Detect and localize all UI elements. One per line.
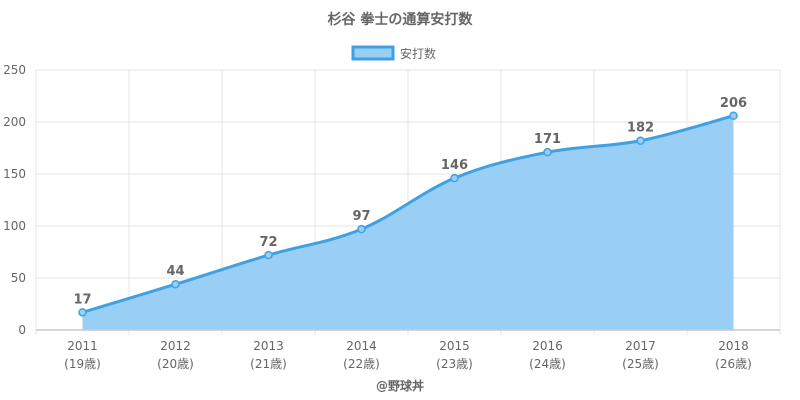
y-tick-label: 0 <box>18 323 26 337</box>
legend-label: 安打数 <box>400 46 436 61</box>
data-point <box>636 136 645 145</box>
y-tick-label: 200 <box>3 115 26 129</box>
y-axis-ticks: 0 50 100 150 200 250 <box>3 63 26 337</box>
y-tick-label: 250 <box>3 63 26 77</box>
x-tick-label: 2018 <box>718 339 749 353</box>
x-tick-label: 2013 <box>253 339 284 353</box>
x-tick-sublabel: (22歳) <box>343 357 380 371</box>
y-tick-label: 100 <box>3 219 26 233</box>
series-area-fill <box>82 115 734 330</box>
data-label: 171 <box>534 132 561 147</box>
data-point <box>729 111 738 121</box>
data-label: 72 <box>259 235 277 250</box>
x-tick-sublabel: (25歳) <box>622 357 659 371</box>
legend-swatch <box>351 45 395 61</box>
x-tick-label: 2014 <box>346 339 377 353</box>
x-tick-sublabel: (24歳) <box>529 357 566 371</box>
series-line <box>82 114 734 314</box>
data-label: 146 <box>441 158 468 173</box>
x-tick-sublabel: (23歳) <box>436 357 473 371</box>
y-tick-label: 50 <box>11 271 26 285</box>
data-point <box>450 173 459 183</box>
x-tick-label: 2017 <box>625 339 656 353</box>
data-labels: 17 44 72 97 146 171 182 206 <box>73 96 747 308</box>
series-area <box>82 114 734 330</box>
data-point <box>264 250 273 260</box>
y-tick-label: 150 <box>3 167 26 181</box>
credit-text: @野球丼 <box>376 378 424 393</box>
legend[interactable]: 安打数 <box>351 45 436 61</box>
x-tick-sublabel: (19歳) <box>64 357 101 371</box>
x-tick-label: 2015 <box>439 339 470 353</box>
x-tick-sublabel: (21歳) <box>250 357 287 371</box>
data-label: 206 <box>720 96 747 111</box>
data-point <box>357 224 366 234</box>
data-label: 44 <box>166 264 184 279</box>
data-label: 182 <box>627 121 654 136</box>
data-point <box>78 308 87 317</box>
x-axis-ticks: 2011 (19歳) 2012 (20歳) 2013 (21歳) 2014 (22歳) 2015… <box>64 339 752 371</box>
x-tick-sublabel: (26歳) <box>715 357 752 371</box>
data-point <box>543 147 552 157</box>
x-tick-sublabel: (20歳) <box>157 357 194 371</box>
chart-title: 杉谷 拳士の通算安打数 <box>328 11 474 28</box>
data-point <box>171 279 180 289</box>
data-label: 17 <box>73 292 91 307</box>
data-label: 97 <box>352 209 370 224</box>
x-tick-label: 2011 <box>67 339 98 353</box>
x-tick-label: 2012 <box>160 339 191 353</box>
x-tick-label: 2016 <box>532 339 563 353</box>
data-points <box>78 111 738 317</box>
